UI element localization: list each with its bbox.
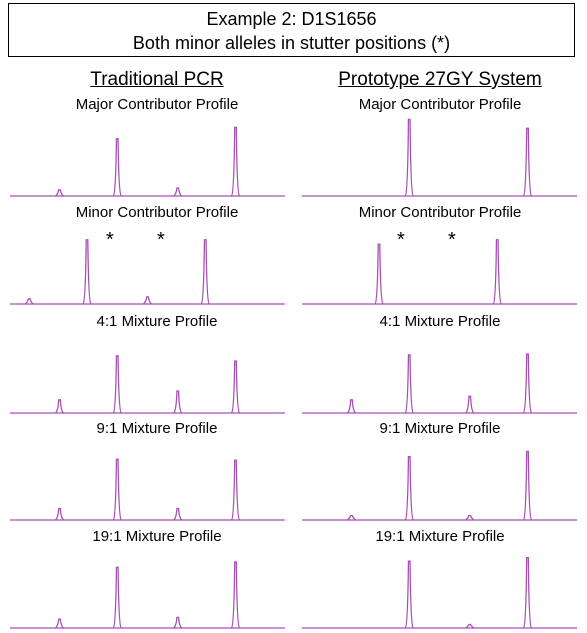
allele-peak bbox=[465, 514, 475, 521]
profile-label: 9:1 Mixture Profile bbox=[379, 420, 501, 437]
profile-label: Minor Contributor Profile bbox=[75, 204, 239, 221]
allele-peak bbox=[404, 118, 414, 197]
electropherogram-trace bbox=[302, 239, 577, 305]
profile-label: 4:1 Mixture Profile bbox=[379, 313, 501, 330]
allele-peak bbox=[492, 239, 502, 305]
electropherogram-trace bbox=[10, 355, 285, 414]
allele-peak bbox=[173, 187, 183, 197]
allele-peak bbox=[112, 458, 122, 521]
allele-peak bbox=[173, 507, 183, 521]
allele-peak bbox=[230, 360, 241, 414]
profile-label: 19:1 Mixture Profile bbox=[375, 528, 505, 545]
allele-peak bbox=[143, 296, 152, 305]
allele-peak bbox=[230, 126, 241, 197]
electropherogram-trace bbox=[10, 561, 285, 629]
column-heading-traditional-pcr: Traditional PCR bbox=[90, 69, 224, 90]
allele-peak bbox=[55, 189, 64, 197]
electropherogram-trace bbox=[10, 458, 285, 521]
profile-label: Major Contributor Profile bbox=[358, 96, 522, 113]
allele-peak bbox=[112, 355, 122, 414]
electropherogram-trace bbox=[302, 556, 577, 629]
title-line-1: Example 2: D1S1656 bbox=[206, 9, 377, 29]
allele-peak bbox=[173, 390, 183, 414]
allele-peak bbox=[55, 618, 64, 629]
allele-peak bbox=[522, 556, 533, 629]
profile-label: 4:1 Mixture Profile bbox=[96, 313, 218, 330]
allele-peak bbox=[173, 616, 183, 629]
allele-peak bbox=[465, 395, 475, 414]
electropherogram-trace bbox=[10, 126, 285, 197]
allele-peak bbox=[522, 450, 533, 521]
allele-peak bbox=[404, 560, 414, 629]
profile-label: Minor Contributor Profile bbox=[358, 204, 522, 221]
allele-peak bbox=[230, 561, 241, 629]
stutter-asterisk: * bbox=[157, 229, 165, 251]
title-box: Example 2: D1S1656 Both minor alleles in… bbox=[8, 3, 575, 57]
electropherogram-trace bbox=[302, 353, 577, 414]
stutter-asterisk: * bbox=[106, 229, 114, 251]
stutter-asterisk: * bbox=[448, 229, 456, 251]
allele-peak bbox=[374, 243, 384, 305]
allele-peak bbox=[112, 138, 122, 197]
allele-peak bbox=[200, 239, 210, 305]
column-heading-prototype-27gy-system: Prototype 27GY System bbox=[338, 69, 542, 90]
allele-peak bbox=[404, 354, 414, 414]
profile-label: 19:1 Mixture Profile bbox=[92, 528, 222, 545]
allele-peak bbox=[24, 298, 34, 305]
profile-label: Major Contributor Profile bbox=[75, 96, 239, 113]
allele-peak bbox=[522, 127, 533, 197]
allele-peak bbox=[55, 399, 64, 414]
stutter-asterisk: * bbox=[397, 229, 405, 251]
allele-peak bbox=[347, 514, 356, 521]
electropherogram-trace bbox=[10, 239, 285, 305]
allele-peak bbox=[465, 623, 475, 629]
allele-peak bbox=[347, 399, 356, 414]
profile-label: 9:1 Mixture Profile bbox=[96, 420, 218, 437]
title-line-2: Both minor alleles in stutter positions … bbox=[132, 33, 451, 53]
electropherogram-trace bbox=[302, 450, 577, 521]
allele-peak bbox=[522, 353, 533, 414]
allele-peak bbox=[230, 459, 241, 521]
electropherogram-trace bbox=[302, 118, 577, 197]
allele-peak bbox=[112, 566, 122, 629]
allele-peak bbox=[404, 455, 414, 521]
allele-peak bbox=[55, 507, 64, 521]
allele-peak bbox=[82, 239, 92, 305]
